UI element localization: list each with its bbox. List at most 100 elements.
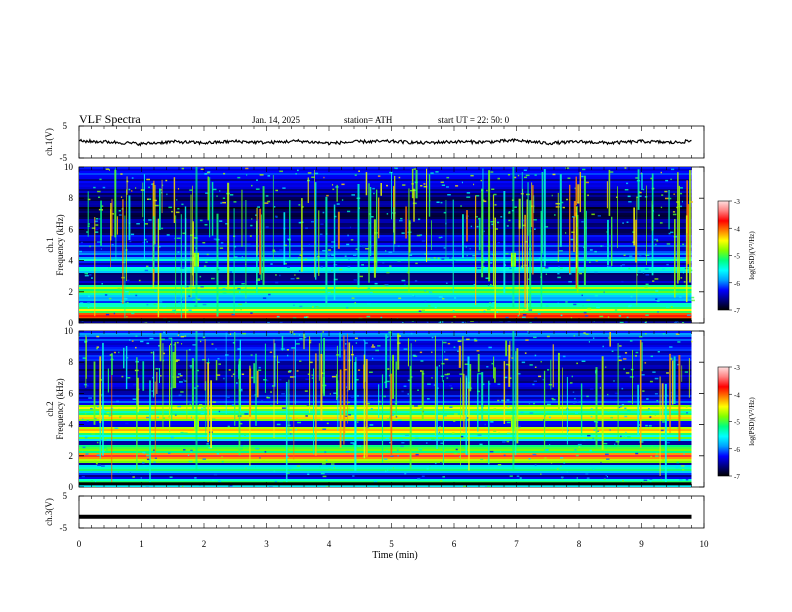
spectrogram-speckle (618, 315, 622, 317)
spectrogram-speckle (146, 416, 149, 419)
sferic-stroke (313, 368, 315, 455)
spectrogram-speckle (244, 434, 246, 436)
spectrogram-speckle (127, 357, 129, 359)
spectrogram-speckle (590, 416, 593, 418)
spectrogram-speckle (675, 466, 679, 469)
spectrogram-speckle (439, 480, 443, 482)
spectrogram-speckle (355, 248, 358, 250)
spectrogram-speckle (666, 372, 669, 374)
spectrogram-speckle (385, 250, 387, 252)
sferic-stroke (678, 185, 680, 281)
sferic-stroke (368, 183, 370, 283)
spectrogram-speckle (587, 307, 592, 310)
spectrogram-speckle (240, 308, 242, 311)
spectrogram-speckle (125, 279, 130, 282)
spectrogram-speckle (103, 439, 107, 441)
spectrogram-speckle (104, 294, 108, 296)
spectrogram-speckle (349, 226, 352, 229)
spectrogram-speckle (384, 284, 389, 286)
spectrogram-speckle (175, 211, 180, 214)
sferic-stroke (678, 355, 681, 441)
spectrogram-speckle (101, 283, 103, 285)
sferic-stroke (255, 353, 257, 426)
spectrogram-speckle (163, 417, 166, 419)
spectrogram-speckle (268, 485, 273, 487)
spectrogram-speckle (676, 461, 680, 464)
spectrogram-speckle (323, 413, 327, 415)
spectrogram-speckle (457, 340, 462, 342)
sferic-stroke (136, 357, 138, 470)
spectrogram-speckle (505, 316, 509, 319)
spectrogram-speckle (599, 315, 604, 318)
spectrogram-speckle (497, 242, 500, 244)
sferic-stroke (281, 335, 284, 351)
spectrogram-speckle (119, 416, 122, 419)
sferic-stroke (579, 171, 581, 213)
spectrogram-speckle (466, 338, 470, 341)
sferic-stroke (493, 356, 495, 379)
ch2-spectrogram (79, 331, 693, 487)
sferic-stroke (488, 380, 490, 465)
spectrogram-speckle (398, 176, 401, 179)
spectrogram-speckle (275, 189, 278, 192)
spectrogram-speckle (581, 175, 584, 178)
spectrogram-speckle (639, 335, 643, 338)
spectrogram-speckle (190, 234, 194, 237)
spectrogram-speckle (543, 267, 546, 269)
spectrogram-speckle (89, 274, 92, 276)
spectrogram-speckle (82, 357, 87, 359)
spectrogram-speckle (346, 386, 348, 388)
spectrogram-row (79, 479, 692, 482)
sferic-stroke (323, 337, 325, 396)
spectrogram-speckle (120, 173, 123, 175)
spectrogram-speckle (178, 302, 182, 305)
spectrogram-speckle (437, 257, 440, 260)
spectrogram-speckle (583, 246, 585, 248)
spectrogram-speckle (426, 321, 429, 323)
spectrogram-speckle (401, 442, 405, 444)
spectrogram-speckle (563, 462, 566, 464)
sferic-stroke (378, 197, 380, 239)
spectrogram-row (79, 263, 692, 266)
spectrogram-speckle (331, 375, 336, 378)
x-tick-label: 10 (700, 539, 710, 549)
sferic-stroke (637, 384, 639, 436)
dc-band (79, 482, 692, 486)
spectrogram-speckle (436, 201, 440, 203)
spectrogram-speckle (424, 290, 427, 292)
spectrogram-speckle (441, 258, 445, 260)
spectrogram-speckle (477, 372, 482, 375)
spectrogram-speckle (401, 232, 405, 234)
x-tick-label: 0 (77, 539, 82, 549)
spectrogram-speckle (649, 380, 653, 383)
spectrogram-speckle (146, 454, 149, 457)
spectrogram-speckle (389, 171, 393, 174)
spectrogram-speckle (677, 341, 681, 343)
spectrogram-speckle (627, 400, 632, 403)
spectrogram-speckle (160, 375, 162, 377)
spectrogram-speckle (374, 282, 378, 285)
spectrogram-speckle (649, 416, 652, 418)
spectrogram-speckle (200, 286, 204, 288)
spectrogram-speckle (95, 218, 99, 220)
spectrogram-speckle (529, 364, 533, 366)
colorbar-tick-label: -7 (734, 307, 740, 315)
spectrogram-speckle (551, 397, 554, 400)
spectrogram-speckle (635, 452, 639, 455)
spectrogram-speckle (518, 373, 521, 375)
sferic-stroke (233, 208, 235, 315)
spectrogram-speckle (435, 462, 437, 465)
spectrogram-speckle (129, 240, 132, 243)
spectrogram-speckle (322, 211, 325, 214)
spectrogram-speckle (261, 400, 263, 402)
spectrogram-speckle (582, 305, 584, 307)
spectrogram-speckle (202, 242, 206, 244)
spectrogram-speckle (348, 414, 351, 416)
y-tick-label: 8 (69, 357, 74, 367)
spectrogram-speckle (656, 240, 659, 242)
spectrogram-speckle (476, 225, 479, 228)
spectrogram-speckle (582, 168, 586, 171)
spectrogram-speckle (610, 416, 614, 419)
spectrogram-speckle (664, 190, 668, 193)
colorbar-gradient (717, 200, 730, 311)
